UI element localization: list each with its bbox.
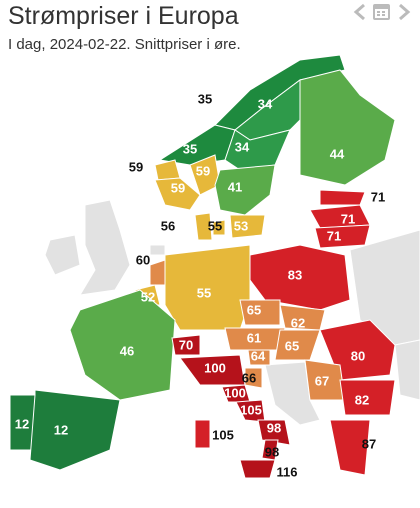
price-label: 35 [183,141,197,156]
price-label: 71 [371,189,385,204]
price-label: 65 [285,338,299,353]
title: Strømpriser i Europa [8,2,239,30]
price-label: 87 [362,436,376,451]
region[interactable] [274,329,321,361]
region[interactable] [319,189,366,206]
region[interactable] [29,389,121,471]
price-label: 34 [258,96,273,111]
region[interactable] [69,289,176,401]
price-label: 55 [208,218,222,233]
price-label: 70 [179,337,193,352]
price-label: 65 [247,302,261,317]
region[interactable] [158,124,236,166]
no-data-countries [44,199,420,426]
price-label: 98 [265,444,279,459]
region[interactable] [229,214,266,239]
price-label: 100 [224,385,246,400]
region[interactable] [194,419,211,449]
region[interactable] [299,69,396,186]
region[interactable] [247,349,271,366]
region[interactable] [257,419,291,446]
price-label: 12 [54,422,68,437]
price-label: 59 [196,163,210,178]
region[interactable] [194,212,213,241]
nav-icons [353,3,411,21]
price-label: 80 [351,348,365,363]
price-label: 41 [228,179,242,194]
price-label: 52 [141,289,155,304]
region[interactable] [339,379,396,416]
price-label: 46 [120,343,134,358]
region[interactable] [171,334,201,356]
price-label: 12 [15,416,29,431]
price-label: 71 [327,228,341,243]
price-label: 71 [341,211,355,226]
price-label: 53 [234,218,248,233]
prev-button[interactable] [353,3,365,21]
price-label: 105 [240,402,262,417]
region[interactable] [154,177,201,211]
price-label: 83 [288,267,302,282]
price-label: 62 [291,315,305,330]
price-label: 64 [251,348,266,363]
price-label: 56 [161,218,175,233]
price-label: 35 [198,91,212,106]
calendar-button[interactable] [373,4,390,20]
price-label: 59 [171,180,185,195]
region[interactable] [214,164,276,216]
price-label: 98 [267,420,281,435]
next-button[interactable] [399,3,411,21]
region[interactable] [239,459,276,479]
regions [9,54,396,479]
price-label: 66 [242,370,256,385]
price-label: 67 [315,373,329,388]
region[interactable] [244,367,263,389]
price-label: 60 [136,252,150,267]
price-label: 44 [330,146,345,161]
price-label: 105 [212,427,234,442]
region[interactable] [329,419,371,476]
price-label: 116 [277,464,298,479]
price-label: 61 [247,330,261,345]
region[interactable] [314,224,371,249]
region[interactable] [212,219,226,236]
price-label: 82 [355,392,369,407]
price-label: 55 [197,285,211,300]
region[interactable] [154,159,181,181]
subtitle: I dag, 2024-02-22. Snittpriser i øre. [8,36,241,53]
region[interactable] [249,244,351,311]
region[interactable] [239,299,281,326]
price-label: 100 [204,360,226,375]
price-label: 34 [235,139,250,154]
price-label: 59 [129,159,143,174]
